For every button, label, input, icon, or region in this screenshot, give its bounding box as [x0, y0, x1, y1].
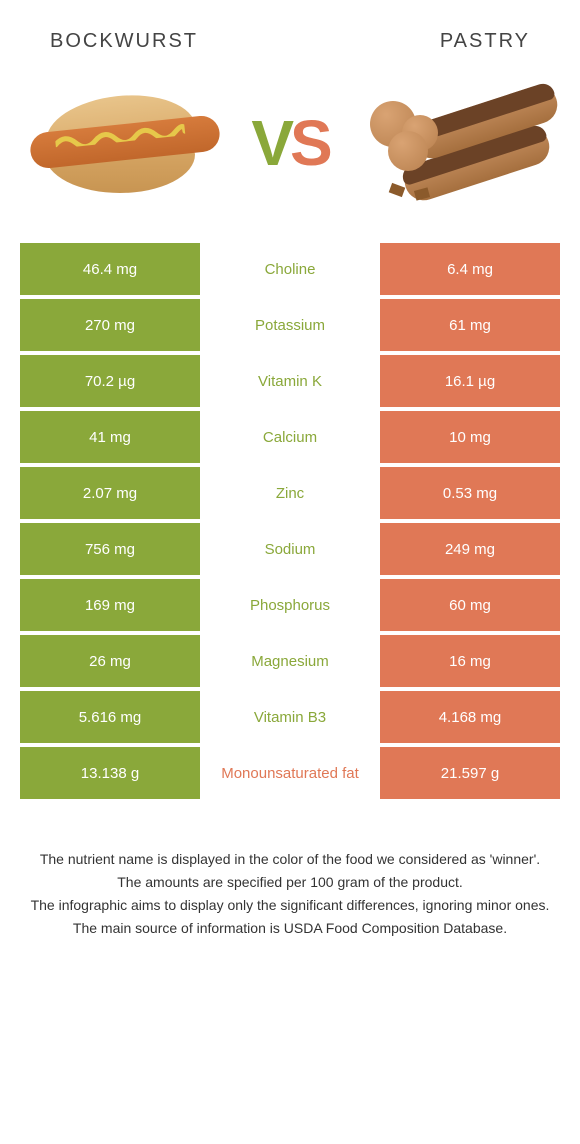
nutrient-name: Choline: [200, 243, 380, 295]
table-row: 70.2 µgVitamin K16.1 µg: [20, 355, 560, 407]
right-value: 10 mg: [380, 411, 560, 463]
comparison-table: 46.4 mgCholine6.4 mg270 mgPotassium61 mg…: [20, 243, 560, 799]
nutrient-name: Calcium: [200, 411, 380, 463]
footer-line: The amounts are specified per 100 gram o…: [30, 872, 550, 893]
table-row: 756 mgSodium249 mg: [20, 523, 560, 575]
right-value: 16 mg: [380, 635, 560, 687]
left-value: 41 mg: [20, 411, 200, 463]
left-value: 2.07 mg: [20, 467, 200, 519]
vs-s: S: [290, 107, 329, 179]
table-row: 46.4 mgCholine6.4 mg: [20, 243, 560, 295]
table-row: 5.616 mgVitamin B34.168 mg: [20, 691, 560, 743]
nutrient-name: Monounsaturated fat: [200, 747, 380, 799]
pastry-icon: [360, 83, 560, 203]
vs-v: V: [251, 107, 290, 179]
right-value: 60 mg: [380, 579, 560, 631]
right-food-title: PASTRY: [440, 30, 530, 53]
left-value: 756 mg: [20, 523, 200, 575]
nutrient-name: Vitamin B3: [200, 691, 380, 743]
hotdog-icon: [25, 88, 215, 198]
right-value: 6.4 mg: [380, 243, 560, 295]
nutrient-name: Sodium: [200, 523, 380, 575]
left-food-image: [20, 83, 220, 203]
nutrient-name: Magnesium: [200, 635, 380, 687]
right-value: 61 mg: [380, 299, 560, 351]
footer-line: The main source of information is USDA F…: [30, 918, 550, 939]
nutrient-name: Zinc: [200, 467, 380, 519]
nutrient-name: Potassium: [200, 299, 380, 351]
table-row: 26 mgMagnesium16 mg: [20, 635, 560, 687]
table-row: 2.07 mgZinc0.53 mg: [20, 467, 560, 519]
left-value: 70.2 µg: [20, 355, 200, 407]
right-value: 21.597 g: [380, 747, 560, 799]
right-value: 16.1 µg: [380, 355, 560, 407]
footer-line: The nutrient name is displayed in the co…: [30, 849, 550, 870]
header: BOCKWURST PASTRY: [0, 0, 580, 63]
footer-notes: The nutrient name is displayed in the co…: [0, 799, 580, 939]
right-value: 249 mg: [380, 523, 560, 575]
right-food-image: [360, 83, 560, 203]
left-value: 270 mg: [20, 299, 200, 351]
table-row: 169 mgPhosphorus60 mg: [20, 579, 560, 631]
left-food-title: BOCKWURST: [50, 30, 198, 53]
nutrient-name: Phosphorus: [200, 579, 380, 631]
left-value: 169 mg: [20, 579, 200, 631]
left-value: 46.4 mg: [20, 243, 200, 295]
images-row: VS: [0, 63, 580, 243]
left-value: 5.616 mg: [20, 691, 200, 743]
right-value: 4.168 mg: [380, 691, 560, 743]
nutrient-name: Vitamin K: [200, 355, 380, 407]
left-value: 13.138 g: [20, 747, 200, 799]
footer-line: The infographic aims to display only the…: [30, 895, 550, 916]
table-row: 270 mgPotassium61 mg: [20, 299, 560, 351]
table-row: 13.138 gMonounsaturated fat21.597 g: [20, 747, 560, 799]
table-row: 41 mgCalcium10 mg: [20, 411, 560, 463]
right-value: 0.53 mg: [380, 467, 560, 519]
left-value: 26 mg: [20, 635, 200, 687]
vs-label: VS: [251, 106, 328, 180]
